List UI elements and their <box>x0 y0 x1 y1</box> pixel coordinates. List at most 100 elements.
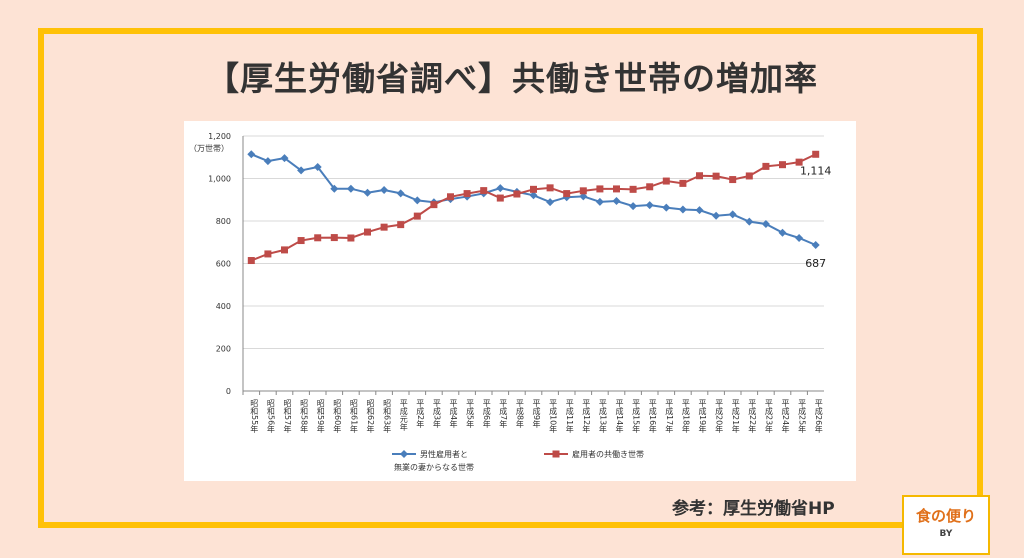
data-point <box>761 219 770 228</box>
x-tick-label: 昭和63年 <box>383 399 392 434</box>
data-point <box>729 176 737 184</box>
data-point <box>762 162 770 170</box>
logo-by-text: BY <box>939 529 953 539</box>
site-logo[interactable]: 食の便り BY <box>902 495 990 555</box>
x-tick-label: 平成21年 <box>731 399 740 434</box>
data-point <box>297 237 305 245</box>
data-point <box>745 217 754 226</box>
data-point <box>281 246 288 254</box>
x-tick-label: 平成18年 <box>681 399 690 434</box>
data-point <box>629 185 637 193</box>
legend-label: 雇用者の共働き世帯 <box>572 449 644 459</box>
x-tick-label: 平成13年 <box>598 399 607 434</box>
data-point <box>430 201 438 209</box>
x-tick-label: 平成19年 <box>698 399 707 434</box>
x-tick-label: 平成26年 <box>814 399 823 434</box>
data-point <box>413 212 421 220</box>
x-tick-label: 平成17年 <box>665 399 674 434</box>
data-point <box>380 223 388 231</box>
y-axis-label: （万世帯） <box>189 143 229 153</box>
data-point <box>795 234 804 242</box>
x-tick-label: 平成4年 <box>449 399 458 429</box>
data-point <box>696 172 703 180</box>
x-tick-label: 平成11年 <box>565 399 574 434</box>
data-point <box>812 150 820 158</box>
x-tick-label: 平成16年 <box>648 399 657 434</box>
x-tick-label: 平成5年 <box>466 399 475 429</box>
data-point <box>264 250 272 258</box>
y-tick-label: 1,000 <box>208 175 231 184</box>
x-tick-label: 平成20年 <box>715 399 724 434</box>
data-point <box>662 177 670 185</box>
legend-marker <box>400 450 408 458</box>
data-point <box>263 157 272 166</box>
data-point <box>795 158 803 166</box>
data-point <box>563 190 571 198</box>
x-tick-label: 昭和62年 <box>366 399 375 434</box>
logo-text: 食の便り <box>915 507 976 525</box>
x-tick-label: 平成2年 <box>416 399 425 429</box>
page-title: 【厚生労働省調べ】共働き世帯の増加率 <box>206 59 818 98</box>
x-tick-label: 平成22年 <box>748 399 757 434</box>
series-line <box>250 153 817 246</box>
data-point <box>496 184 505 193</box>
y-tick-label: 1,200 <box>208 132 231 141</box>
data-point <box>313 163 322 172</box>
data-point <box>447 193 454 201</box>
y-tick-label: 800 <box>216 217 231 226</box>
legend-label: 男性雇用者と <box>420 449 468 459</box>
data-point <box>529 191 538 200</box>
data-point <box>346 184 355 193</box>
data-point <box>778 228 787 237</box>
x-tick-label: 昭和61年 <box>349 399 358 434</box>
data-point <box>546 184 554 192</box>
chart-panel: 0 200 400 600 800 1,000 1,200 （万世帯） 昭和55年 昭和56年 昭和… <box>184 121 856 481</box>
data-point <box>330 234 338 242</box>
data-point <box>728 210 737 219</box>
data-point <box>397 221 405 229</box>
x-tick-label: 昭和60年 <box>333 399 342 434</box>
data-point <box>712 211 721 220</box>
data-point <box>513 190 521 198</box>
data-point <box>297 166 306 175</box>
data-point <box>695 206 704 215</box>
data-point <box>811 241 820 250</box>
data-point <box>662 203 671 212</box>
y-tick-label: 200 <box>216 345 231 354</box>
legend-marker <box>552 450 560 458</box>
data-point <box>629 202 638 211</box>
y-tick-label: 400 <box>216 302 231 311</box>
end-value-label: 687 <box>805 257 826 270</box>
data-point <box>247 150 256 159</box>
x-tick-label: 昭和56年 <box>266 399 275 434</box>
x-tick-label: 昭和58年 <box>300 399 309 434</box>
data-point <box>247 257 255 265</box>
data-point <box>363 188 372 197</box>
data-point <box>612 197 621 206</box>
data-point <box>679 179 687 187</box>
y-tick-label: 600 <box>216 260 231 269</box>
data-point <box>678 205 687 214</box>
data-point <box>595 197 604 206</box>
series-line <box>250 153 817 262</box>
y-tick-label: 0 <box>226 387 231 396</box>
data-point <box>330 184 339 193</box>
data-point <box>546 198 555 207</box>
x-tick-label: 昭和59年 <box>316 399 325 434</box>
legend-label: 無業の妻からなる世帯 <box>394 462 474 472</box>
data-point <box>496 194 504 202</box>
x-tick-label: 平成3年 <box>432 399 441 429</box>
x-tick-label: 平成7年 <box>499 399 508 429</box>
data-point <box>463 190 471 198</box>
data-point <box>646 183 654 191</box>
data-point <box>779 161 786 169</box>
x-tick-label: 昭和57年 <box>283 399 292 434</box>
x-tick-label: 平成10年 <box>549 399 558 434</box>
x-tick-label: 平成24年 <box>781 399 790 434</box>
data-point <box>396 189 405 198</box>
data-point <box>645 201 654 210</box>
outer-frame <box>38 28 983 528</box>
source-note: 参考：厚生労働省HP <box>672 499 835 519</box>
data-point <box>480 187 488 195</box>
